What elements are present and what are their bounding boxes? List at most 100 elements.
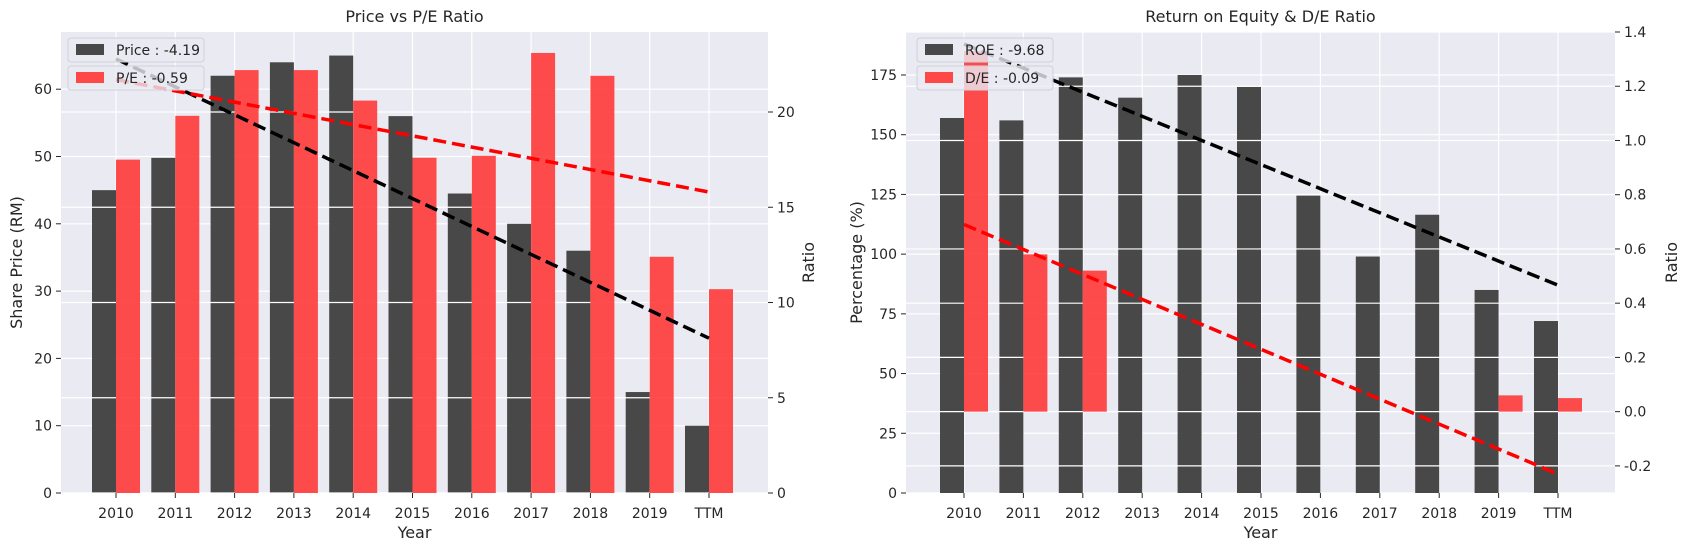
x-tick-label: 2014 bbox=[1184, 506, 1220, 522]
y2-tick-label: 1.2 bbox=[1624, 79, 1646, 95]
legend-label: ROE : -9.68 bbox=[965, 43, 1044, 59]
bar-price-2010 bbox=[92, 190, 116, 493]
bar-price-2017 bbox=[507, 223, 532, 493]
trendline-de bbox=[963, 222, 1559, 476]
bar-price-TTM bbox=[685, 425, 709, 493]
trendline-pe bbox=[115, 77, 710, 194]
y2-tick-label: 0.4 bbox=[1624, 296, 1646, 312]
bar-price-2012 bbox=[210, 75, 235, 494]
x-tick-label: 2010 bbox=[98, 506, 134, 522]
y-tick-label: 150 bbox=[870, 128, 897, 144]
x-tick-label: TTM bbox=[1543, 506, 1573, 522]
y-tick-label: 30 bbox=[34, 284, 52, 300]
chart-2: 2010 2011 2012 2013 2014 2015 2016 2017 2018 2019… bbox=[847, 7, 1681, 542]
chart-title: Price vs P/E Ratio bbox=[345, 7, 483, 26]
legend: ROE : -9.68 D/E : -0.09 bbox=[916, 37, 1054, 91]
y-axis-label: Share Price (RM) bbox=[7, 196, 26, 329]
bar-roe-2016 bbox=[1296, 195, 1321, 493]
y2-tick-label: 5 bbox=[777, 391, 786, 407]
bar-roe-2014 bbox=[1177, 74, 1202, 494]
y-tick-label: 0 bbox=[43, 486, 52, 502]
y2-tick-label: 10 bbox=[777, 296, 795, 312]
y2-tick-label: 0.8 bbox=[1624, 188, 1646, 204]
x-tick-label: 2010 bbox=[946, 506, 982, 522]
x-tick-label: 2015 bbox=[395, 506, 431, 522]
x-tick-label: 2016 bbox=[454, 506, 490, 522]
bar-roe-2010 bbox=[940, 117, 964, 494]
legend-label: D/E : -0.09 bbox=[965, 71, 1039, 87]
bar-price-2016 bbox=[447, 193, 472, 493]
bar-pe-2017 bbox=[531, 52, 556, 494]
x-tick-label: 2011 bbox=[1006, 506, 1042, 522]
x-tick-label: TTM bbox=[694, 506, 724, 522]
bar-price-2011 bbox=[151, 157, 176, 493]
y-tick-label: 50 bbox=[34, 150, 52, 166]
bars bbox=[906, 31, 1615, 494]
bar-roe-2015 bbox=[1237, 86, 1261, 494]
bar-price-2019 bbox=[625, 392, 650, 493]
y2-axis-label: Ratio bbox=[1662, 242, 1681, 283]
y2-tick-label: 0.6 bbox=[1624, 242, 1646, 258]
bar-price-2013 bbox=[269, 62, 294, 494]
y-tick-label: 25 bbox=[879, 426, 897, 442]
x-tick-label: 2013 bbox=[1124, 506, 1160, 522]
y2-tick-label: 0.2 bbox=[1624, 350, 1646, 366]
bar-roe-2012 bbox=[1058, 77, 1083, 493]
y2-axis-label: Ratio bbox=[799, 242, 818, 283]
bar-roe-2011 bbox=[999, 120, 1024, 493]
y-tick-label: 40 bbox=[34, 217, 52, 233]
bar-pe-2011 bbox=[175, 115, 200, 494]
bar-roe-2018 bbox=[1415, 214, 1440, 494]
bar-roe-TTM bbox=[1534, 321, 1558, 493]
legend-label: Price : -4.19 bbox=[116, 43, 200, 59]
x-axis-label: Year bbox=[1243, 523, 1278, 542]
bar-de-2011 bbox=[1023, 254, 1048, 412]
x-tick-label: 2017 bbox=[513, 506, 549, 522]
legend-swatch bbox=[925, 72, 953, 83]
bar-pe-2010 bbox=[116, 159, 140, 493]
y2-tick-label: 1.4 bbox=[1624, 25, 1646, 41]
legend: Price : -4.19 P/E : -0.59 bbox=[67, 37, 205, 91]
y-tick-label: 125 bbox=[870, 187, 897, 203]
bars bbox=[61, 52, 768, 494]
bar-pe-2019 bbox=[649, 256, 674, 493]
bar-roe-2017 bbox=[1355, 256, 1380, 493]
bar-price-2018 bbox=[566, 250, 591, 493]
x-tick-label: 2018 bbox=[1421, 506, 1457, 522]
x-tick-label: 2016 bbox=[1303, 506, 1339, 522]
y-axis-label: Percentage (%) bbox=[847, 201, 866, 324]
x-tick-label: 2017 bbox=[1362, 506, 1398, 522]
bar-de-2019 bbox=[1498, 395, 1523, 412]
chart-title: Return on Equity & D/E Ratio bbox=[1145, 7, 1375, 26]
legend-label: P/E : -0.59 bbox=[116, 71, 188, 87]
y2-tick-label: -0.2 bbox=[1624, 459, 1651, 475]
x-tick-label: 2015 bbox=[1243, 506, 1279, 522]
x-tick-label: 2012 bbox=[217, 506, 253, 522]
x-tick-label: 2012 bbox=[1065, 506, 1101, 522]
bar-pe-2016 bbox=[471, 155, 496, 493]
y-tick-label: 20 bbox=[34, 351, 52, 367]
bar-pe-2015 bbox=[412, 157, 437, 493]
bar-pe-2013 bbox=[293, 70, 318, 493]
bar-pe-2018 bbox=[590, 75, 615, 493]
y-tick-label: 75 bbox=[879, 307, 897, 323]
bar-price-2014 bbox=[329, 55, 354, 493]
y2-tick-label: 0 bbox=[777, 486, 786, 502]
chart-1: 2010 2011 2012 2013 2014 2015 2016 2017 2018 2019… bbox=[7, 7, 818, 542]
x-axis-label: Year bbox=[397, 523, 432, 542]
trendline-roe bbox=[963, 42, 1559, 287]
x-tick-label: 2019 bbox=[1481, 506, 1517, 522]
y2-tick-label: 15 bbox=[777, 200, 795, 216]
y-tick-label: 100 bbox=[870, 247, 897, 263]
bar-pe-TTM bbox=[709, 289, 733, 493]
legend-swatch bbox=[925, 44, 953, 55]
y2-tick-label: 1.0 bbox=[1624, 133, 1646, 149]
y-tick-label: 60 bbox=[34, 82, 52, 98]
trendline-price bbox=[115, 57, 710, 340]
y-tick-label: 175 bbox=[870, 68, 897, 84]
legend-swatch bbox=[76, 72, 104, 83]
x-tick-label: 2019 bbox=[632, 506, 668, 522]
x-tick-label: 2018 bbox=[573, 506, 609, 522]
x-tick-label: 2014 bbox=[335, 506, 371, 522]
